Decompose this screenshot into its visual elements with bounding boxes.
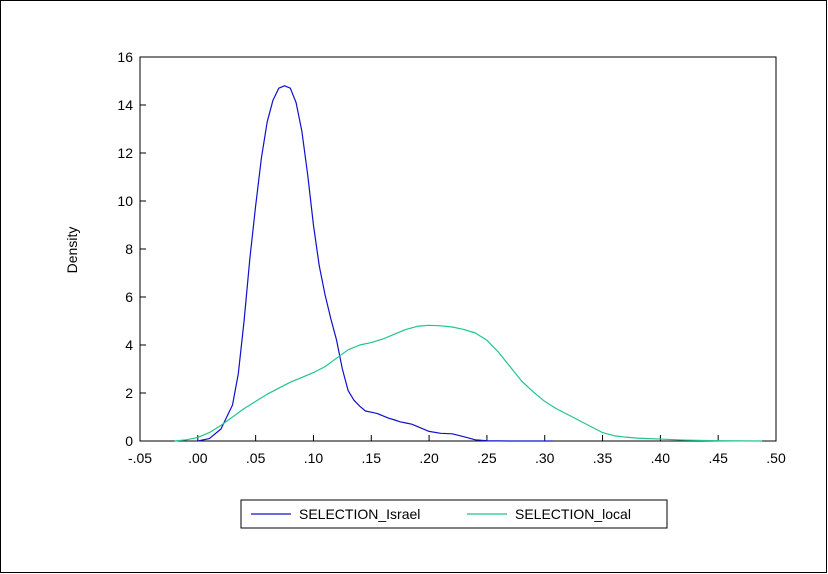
- y-tick-label: 16: [117, 49, 133, 65]
- series-line-selection-israel: [197, 85, 553, 442]
- x-tick-label: .00: [188, 450, 208, 466]
- x-tick-label: .05: [246, 450, 266, 466]
- y-tick-label: 8: [125, 241, 133, 257]
- y-axis: 0 2 4 6 8 10 12 14 16: [117, 49, 146, 449]
- x-tick-label: .40: [651, 450, 671, 466]
- x-axis: -.05 .00 .05 .10 .15 .20 .25 .30 .35 .40 .45 .50: [128, 435, 786, 466]
- series-line-selection-local: [174, 324, 763, 442]
- y-tick-label: 12: [117, 145, 133, 161]
- x-tick-label: .20: [419, 450, 439, 466]
- y-tick-label: 14: [117, 97, 133, 113]
- plot-border: [139, 56, 777, 442]
- x-tick-label: .50: [766, 450, 786, 466]
- series-group: [174, 85, 763, 442]
- x-tick-label: .25: [477, 450, 497, 466]
- x-tick-label: .15: [362, 450, 382, 466]
- legend-label: SELECTION_local: [515, 506, 631, 522]
- y-axis-label: Density: [64, 227, 80, 274]
- y-tick-label: 10: [117, 193, 133, 209]
- x-tick-label: .10: [304, 450, 324, 466]
- legend-label: SELECTION_Israel: [299, 506, 420, 522]
- x-tick-label: .30: [535, 450, 555, 466]
- y-tick-label: 2: [125, 385, 133, 401]
- x-tick-label: .35: [593, 450, 613, 466]
- legend: SELECTION_Israel SELECTION_local: [240, 499, 668, 529]
- plot-area: [139, 56, 777, 442]
- x-tick-label: .45: [708, 450, 728, 466]
- y-tick-label: 4: [125, 337, 133, 353]
- y-tick-label: 0: [125, 433, 133, 449]
- y-tick-label: 6: [125, 289, 133, 305]
- x-tick-label: -.05: [128, 450, 152, 466]
- legend-box: [240, 499, 668, 529]
